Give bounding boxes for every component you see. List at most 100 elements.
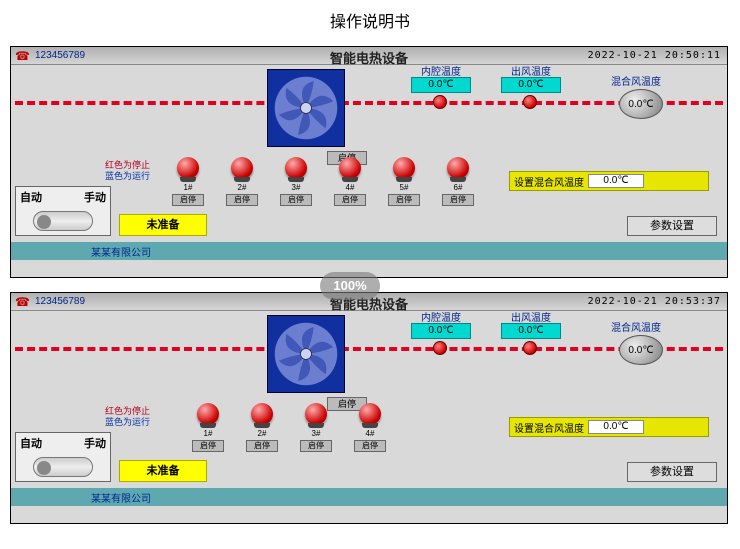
heater-number: 2# bbox=[225, 183, 259, 192]
heater-lamp-icon bbox=[251, 403, 273, 425]
temp-mix-value: 0.0℃ bbox=[619, 89, 663, 119]
heater-number: 6# bbox=[441, 183, 475, 192]
ready-status: 未准备 bbox=[119, 214, 207, 236]
temp-outlet-label: 出风温度 bbox=[501, 63, 561, 78]
temp-inner-sensor-icon bbox=[433, 341, 447, 355]
heater-unit: 3# 启停 bbox=[299, 403, 333, 452]
heater-lamp-icon bbox=[177, 157, 199, 179]
heater-row: 1# 启停 2# 启停 3# 启停 4# 启停 5# 启停 6# 启停 bbox=[171, 157, 475, 206]
heater-unit: 1#启停 bbox=[191, 403, 225, 452]
heater-lamp-icon bbox=[197, 403, 219, 425]
heater-startstop-button[interactable]: 启停 bbox=[354, 440, 386, 452]
mode-switch[interactable] bbox=[33, 211, 93, 231]
temp-outlet-label: 出风温度 bbox=[501, 309, 561, 324]
heater-lamp-base bbox=[396, 177, 412, 182]
temp-mix-value: 0.0℃ bbox=[619, 335, 663, 365]
hmi-screen: ☎123456789智能电热设备2022-10-21 20:50:11 启停 内腔温… bbox=[10, 46, 728, 278]
heater-lamp-icon bbox=[447, 157, 469, 179]
heater-number: 3# bbox=[299, 429, 333, 438]
document-title: 操作说明书 bbox=[0, 0, 740, 46]
heater-startstop-button[interactable]: 启停 bbox=[280, 194, 312, 206]
heater-lamp-base bbox=[234, 177, 250, 182]
mode-auto-label: 自动 bbox=[20, 189, 42, 205]
heater-lamp-base bbox=[200, 423, 216, 428]
heater-lamp-icon bbox=[285, 157, 307, 179]
heater-startstop-button[interactable]: 启停 bbox=[226, 194, 258, 206]
temp-outlet-value: 0.0℃ bbox=[501, 323, 561, 339]
temp-inner-label: 内腔温度 bbox=[411, 63, 471, 78]
heater-number: 1# bbox=[171, 183, 205, 192]
heater-lamp-base bbox=[254, 423, 270, 428]
set-mix-temp-row: 设置混合风温度 0.0℃ bbox=[509, 171, 709, 191]
heater-lamp-base bbox=[450, 177, 466, 182]
mode-auto-label: 自动 bbox=[20, 435, 42, 451]
fan-icon bbox=[267, 69, 345, 147]
hmi-screen: ☎123456789智能电热设备2022-10-21 20:53:37 启停 内腔温… bbox=[10, 292, 728, 524]
mimic-canvas: 启停内腔温度0.0℃出风温度0.0℃混合风温度0.0℃红色为停止蓝色为运行1#启… bbox=[11, 65, 727, 260]
heater-startstop-button[interactable]: 启停 bbox=[334, 194, 366, 206]
temp-mix-label: 混合风温度 bbox=[611, 319, 661, 334]
heater-lamp-icon bbox=[393, 157, 415, 179]
heater-number: 4# bbox=[333, 183, 367, 192]
heater-lamp-base bbox=[180, 177, 196, 182]
mode-header: 自动 手动 bbox=[20, 435, 106, 451]
heater-startstop-button[interactable]: 启停 bbox=[442, 194, 474, 206]
set-mix-temp-input[interactable]: 0.0℃ bbox=[588, 174, 644, 188]
mode-panel: 自动 手动 bbox=[15, 432, 111, 482]
heater-startstop-button[interactable]: 启停 bbox=[246, 440, 278, 452]
temp-mix-label: 混合风温度 bbox=[611, 73, 661, 88]
heater-unit: 5# 启停 bbox=[387, 157, 421, 206]
topbar: ☎123456789智能电热设备2022-10-21 20:53:37 bbox=[11, 293, 727, 311]
mode-manual-label: 手动 bbox=[84, 435, 106, 451]
mode-manual-label: 手动 bbox=[84, 189, 106, 205]
fan-icon bbox=[267, 315, 345, 393]
heater-number: 2# bbox=[245, 429, 279, 438]
temp-outlet-value: 0.0℃ bbox=[501, 77, 561, 93]
set-mix-temp-label: 设置混合风温度 bbox=[514, 174, 584, 189]
heater-lamp-icon bbox=[359, 403, 381, 425]
set-mix-temp-label: 设置混合风温度 bbox=[514, 420, 584, 435]
topbar: ☎123456789智能电热设备2022-10-21 20:50:11 bbox=[11, 47, 727, 65]
heater-lamp-base bbox=[288, 177, 304, 182]
heater-lamp-base bbox=[362, 423, 378, 428]
heater-startstop-button[interactable]: 启停 bbox=[300, 440, 332, 452]
temp-inner-value: 0.0℃ bbox=[411, 77, 471, 93]
heater-row: 1#启停 2# 启停 3# 启停 4# 启停 bbox=[191, 403, 387, 452]
pipeline bbox=[15, 347, 723, 351]
pipeline bbox=[15, 101, 723, 105]
heater-unit: 6# 启停 bbox=[441, 157, 475, 206]
mode-header: 自动 手动 bbox=[20, 189, 106, 205]
heater-unit: 2# 启停 bbox=[225, 157, 259, 206]
heater-startstop-button[interactable]: 启停 bbox=[388, 194, 420, 206]
heater-unit: 3# 启停 bbox=[279, 157, 313, 206]
set-mix-temp-input[interactable]: 0.0℃ bbox=[588, 420, 644, 434]
temp-inner-sensor-icon bbox=[433, 95, 447, 109]
heater-number: 4# bbox=[353, 429, 387, 438]
heater-unit: 4# 启停 bbox=[333, 157, 367, 206]
temp-inner-value: 0.0℃ bbox=[411, 323, 471, 339]
mimic-canvas: 启停内腔温度0.0℃出风温度0.0℃混合风温度0.0℃红色为停止蓝色为运行1#启… bbox=[11, 311, 727, 506]
heater-startstop-button[interactable]: 启停 bbox=[172, 194, 204, 206]
heater-lamp-icon bbox=[305, 403, 327, 425]
heater-unit: 4# 启停 bbox=[353, 403, 387, 452]
footer-company: 某某有限公司 bbox=[11, 242, 727, 260]
footer-company: 某某有限公司 bbox=[11, 488, 727, 506]
ready-status: 未准备 bbox=[119, 460, 207, 482]
heater-startstop-button[interactable]: 启停 bbox=[192, 440, 224, 452]
heater-legend: 红色为停止蓝色为运行 bbox=[105, 406, 150, 428]
heater-number: 5# bbox=[387, 183, 421, 192]
param-settings-button[interactable]: 参数设置 bbox=[627, 462, 717, 482]
mode-panel: 自动 手动 bbox=[15, 186, 111, 236]
heater-lamp-base bbox=[308, 423, 324, 428]
heater-number: 3# bbox=[279, 183, 313, 192]
set-mix-temp-row: 设置混合风温度 0.0℃ bbox=[509, 417, 709, 437]
heater-lamp-base bbox=[342, 177, 358, 182]
heater-lamp-icon bbox=[231, 157, 253, 179]
temp-outlet-sensor-icon bbox=[523, 95, 537, 109]
heater-legend: 红色为停止蓝色为运行 bbox=[105, 160, 150, 182]
heater-unit: 2# 启停 bbox=[245, 403, 279, 452]
heater-lamp-icon bbox=[339, 157, 361, 179]
temp-inner-label: 内腔温度 bbox=[411, 309, 471, 324]
param-settings-button[interactable]: 参数设置 bbox=[627, 216, 717, 236]
mode-switch[interactable] bbox=[33, 457, 93, 477]
